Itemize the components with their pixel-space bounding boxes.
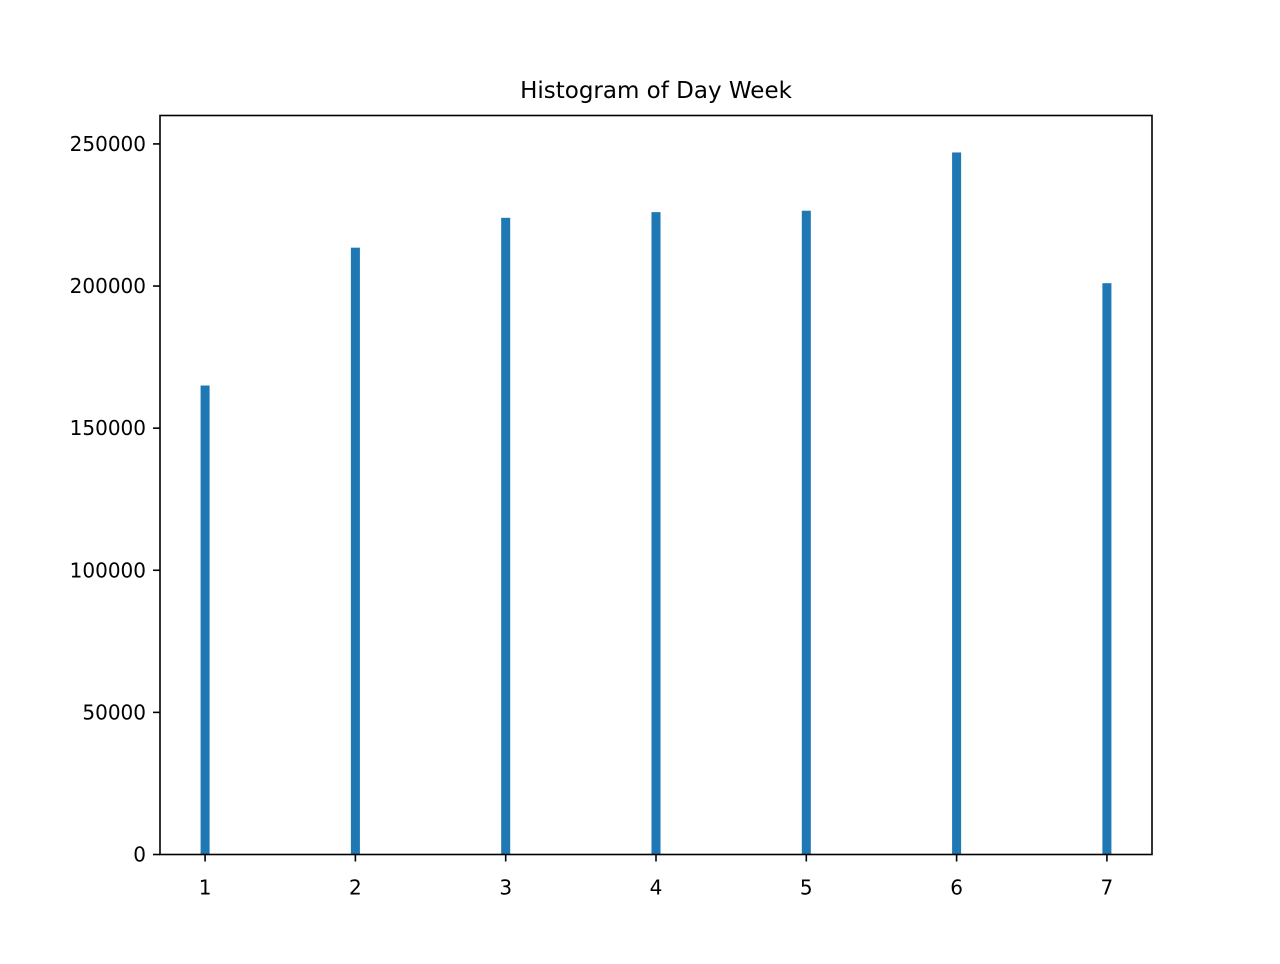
bar-day-3 (501, 217, 511, 855)
y-tick-label: 100000 (70, 558, 146, 582)
bars-group (200, 152, 1112, 855)
plot-frame (159, 114, 1153, 856)
chart-title: Histogram of Day Week (520, 78, 793, 104)
y-tick-label: 50000 (82, 700, 146, 724)
x-axis: 1 2 3 4 5 6 7 (199, 854, 1114, 900)
bar-day-4 (651, 212, 661, 855)
x-tick-label: 4 (650, 876, 663, 900)
bar-day-5 (801, 210, 811, 855)
x-tick-label: 7 (1101, 876, 1114, 900)
y-tick-label: 0 (133, 843, 146, 867)
bar-day-6 (952, 152, 962, 855)
x-tick-label: 3 (499, 876, 512, 900)
bar-day-7 (1102, 283, 1112, 855)
y-tick-label: 150000 (70, 416, 146, 440)
x-tick-label: 6 (950, 876, 963, 900)
y-axis: 0 50000 100000 150000 200000 250000 (70, 132, 160, 867)
bar-day-1 (200, 385, 210, 855)
x-tick-label: 2 (349, 876, 362, 900)
bar-day-2 (350, 247, 360, 855)
x-tick-label: 1 (199, 876, 212, 900)
x-tick-label: 5 (800, 876, 813, 900)
y-tick-label: 250000 (70, 132, 146, 156)
y-tick-label: 200000 (70, 274, 146, 298)
